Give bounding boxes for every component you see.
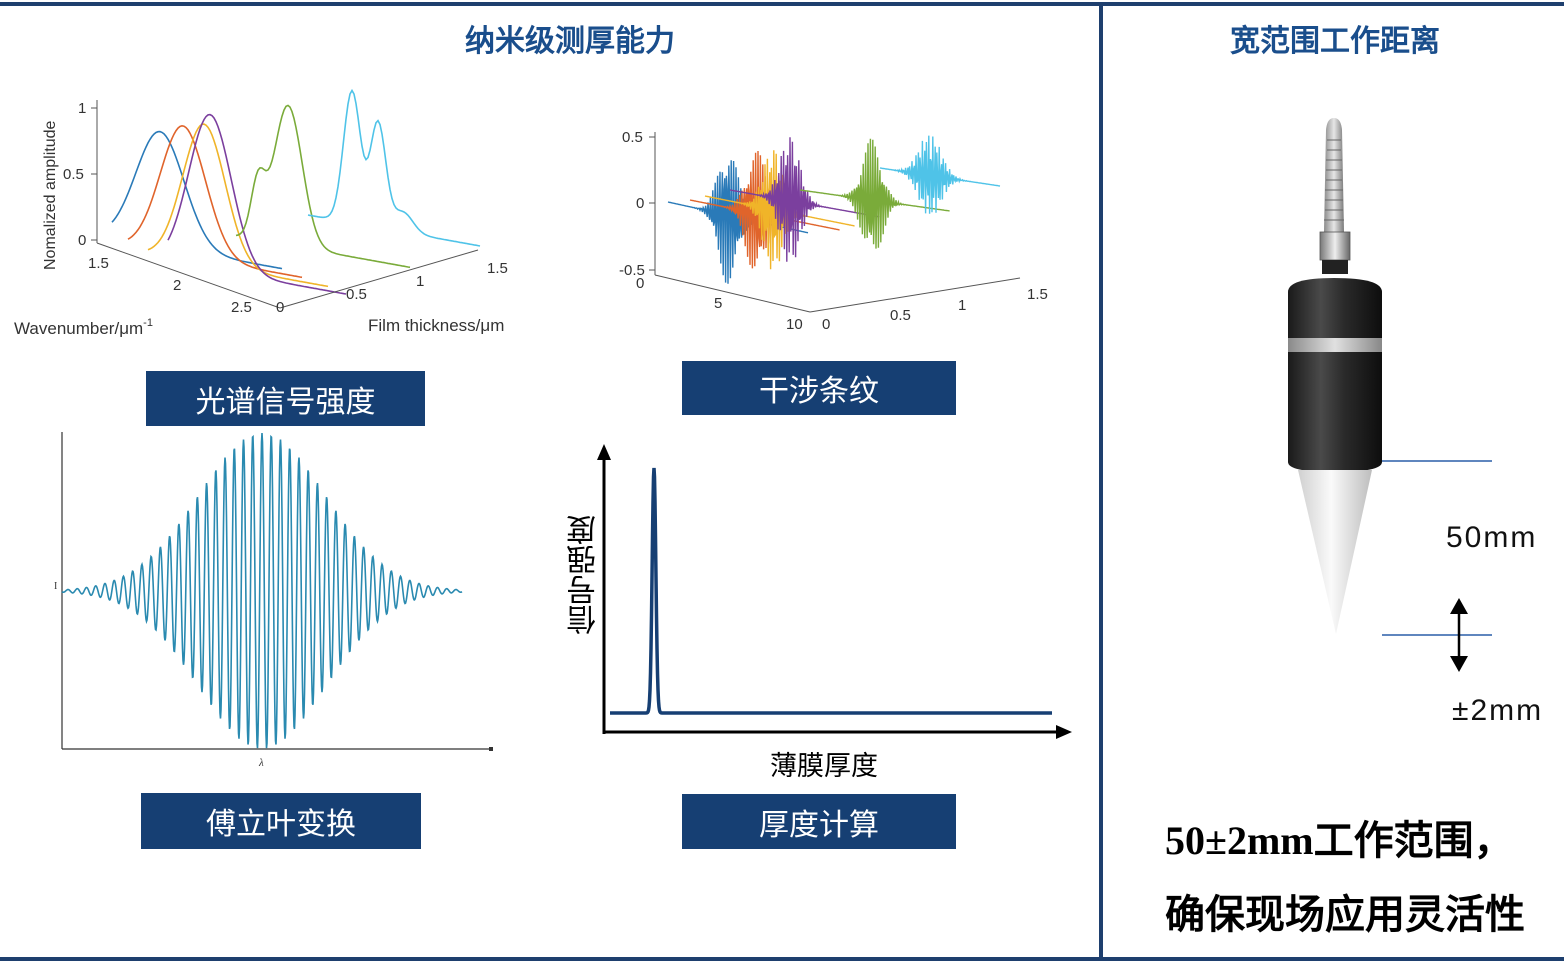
intf-ztick: 0 <box>822 316 830 333</box>
spec-ztick: 1.5 <box>487 260 508 277</box>
intf-ztick: 0.5 <box>890 307 911 324</box>
spec-ylabel: Nomalized amplitude <box>42 120 59 270</box>
spec-zlabel: Film thickness/μm <box>368 316 504 335</box>
intf-ytick: 0 <box>636 195 644 212</box>
spec-ytick: 0.5 <box>63 166 84 183</box>
interference-curve <box>799 138 950 249</box>
probe-body <box>1288 278 1382 472</box>
spec-ztick: 0.5 <box>346 286 367 303</box>
spectrum-curve <box>307 88 481 247</box>
fourier-xlabel: λ <box>258 757 264 769</box>
interference-curve <box>729 137 880 262</box>
top-border <box>0 2 1564 6</box>
thickness-xlabel: 薄膜厚度 <box>770 751 878 782</box>
interference-label: 干涉条纹 <box>682 361 956 415</box>
spectrum-curve <box>127 124 303 279</box>
right-panel-title: 宽范围工作距离 <box>1230 24 1440 59</box>
intf-xtick: 10 <box>786 316 803 333</box>
fourier-ylabel: I <box>54 581 57 592</box>
intf-ztick: 1 <box>958 297 966 314</box>
intf-ytick: 0.5 <box>622 129 643 146</box>
probe-cone <box>1298 470 1372 634</box>
spec-xtick: 2.5 <box>231 299 252 316</box>
intf-ztick: 1.5 <box>1027 286 1048 303</box>
spec-xtick: 2 <box>173 277 181 294</box>
thickness-peak <box>610 467 1052 715</box>
spectrum-label: 光谱信号强度 <box>146 371 425 426</box>
tolerance-label: ±2mm <box>1452 694 1544 727</box>
probe-ring <box>1288 338 1382 352</box>
spectrum-curve <box>147 123 329 288</box>
summary-line-1: 50±2mm工作范围， <box>1165 818 1514 863</box>
bottom-border <box>0 957 1564 961</box>
panel-divider <box>1099 2 1103 961</box>
spectrum-curve <box>235 104 411 269</box>
intf-ytick: -0.5 <box>619 262 645 279</box>
fourier-label: 傅立叶变换 <box>141 793 421 849</box>
spec-xlabel: Wavenumber/μm-1 <box>14 317 153 338</box>
intf-xtick: 5 <box>714 295 722 312</box>
spec-ytick: 1 <box>78 100 86 117</box>
summary-line-2: 确保现场应用灵活性 <box>1165 892 1525 937</box>
interference-curve <box>879 135 1001 214</box>
spec-ztick: 0 <box>276 299 284 316</box>
spec-xtick: 1.5 <box>88 255 109 272</box>
cable <box>1324 118 1344 232</box>
left-panel-title: 纳米级测厚能力 <box>465 24 675 59</box>
intf-xtick: 0 <box>636 275 644 292</box>
spec-ytick: 0 <box>78 232 86 249</box>
fourier-wave <box>61 432 463 749</box>
spec-ztick: 1 <box>416 273 424 290</box>
hex-nut <box>1319 231 1351 261</box>
distance-label: 50mm <box>1446 521 1538 554</box>
thickness-label: 厚度计算 <box>682 794 956 849</box>
spectrum-curve <box>167 113 347 295</box>
